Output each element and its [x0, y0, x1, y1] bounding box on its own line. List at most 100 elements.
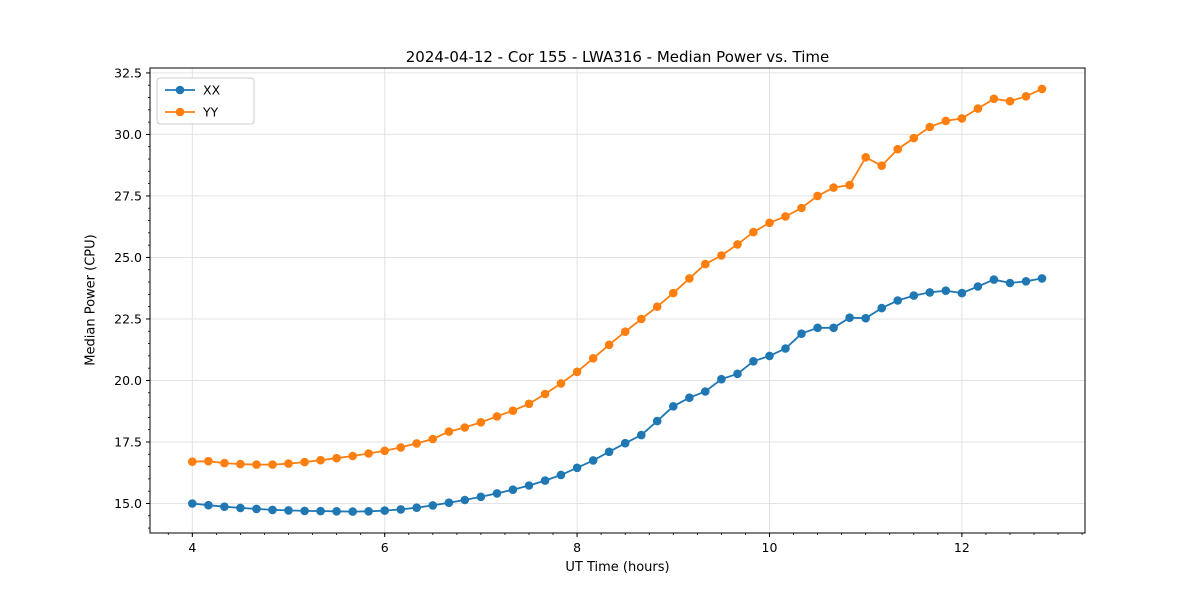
data-point-marker — [749, 227, 758, 237]
data-point-marker — [188, 499, 197, 508]
data-point-marker — [989, 275, 999, 284]
legend-sample-marker — [175, 107, 185, 117]
data-point-marker — [765, 351, 774, 361]
data-point-marker — [540, 476, 550, 485]
x-tick-label: 12 — [954, 540, 970, 555]
data-point-marker — [588, 354, 598, 363]
legend-item-XX: XX — [165, 83, 221, 98]
data-point-marker — [765, 218, 774, 228]
data-point-marker — [1005, 96, 1015, 106]
data-point-marker — [685, 393, 694, 403]
data-point-marker — [781, 212, 790, 221]
data-point-marker — [588, 456, 598, 465]
gridlines — [150, 68, 1085, 533]
data-point-marker — [476, 492, 486, 502]
data-point-marker — [893, 296, 902, 305]
data-point-marker — [268, 460, 277, 469]
data-point-marker — [220, 458, 229, 468]
data-point-marker — [669, 288, 678, 298]
data-point-marker — [492, 412, 502, 421]
data-point-marker — [620, 327, 630, 337]
data-point-marker — [284, 506, 293, 515]
data-point-marker — [508, 406, 518, 416]
data-point-marker — [717, 374, 726, 384]
data-point-marker — [989, 94, 999, 104]
data-point-marker — [348, 507, 358, 516]
legend-label-YY: YY — [202, 105, 219, 120]
data-point-marker — [637, 430, 646, 440]
data-point-marker — [797, 203, 806, 213]
data-point-marker — [957, 288, 967, 298]
data-point-marker — [1037, 84, 1047, 94]
data-point-marker — [412, 439, 422, 448]
data-point-marker — [652, 302, 662, 312]
data-point-marker — [316, 506, 325, 516]
data-point-marker — [428, 434, 438, 444]
data-point-marker — [508, 485, 518, 495]
axis-ticks: 4 6 8 10 12 15.0 17.5 20.0 22.5 25.0 27.5 30.0 32.5 — [114, 65, 1083, 555]
data-point-marker — [396, 505, 406, 514]
data-point-marker — [460, 423, 470, 432]
data-point-marker — [348, 451, 358, 461]
data-point-marker — [428, 501, 438, 510]
x-axis-label: UT Time (hours) — [565, 560, 670, 575]
y-tick-label: 20.0 — [114, 373, 142, 388]
data-point-marker — [268, 505, 277, 515]
data-point-marker — [781, 344, 790, 353]
data-point-marker — [733, 240, 742, 249]
data-point-marker — [701, 387, 710, 396]
data-point-marker — [957, 114, 967, 123]
y-tick-label: 32.5 — [114, 65, 142, 80]
data-point-marker — [685, 274, 694, 283]
data-point-marker — [669, 402, 678, 411]
legend: XX YY — [156, 77, 255, 125]
data-point-marker — [300, 506, 309, 516]
data-point-marker — [941, 286, 951, 296]
legend-label-XX: XX — [203, 83, 221, 98]
data-point-marker — [717, 251, 726, 260]
data-point-marker — [412, 503, 422, 512]
legend-item-YY: YY — [165, 105, 219, 120]
chart-title: 2024-04-12 - Cor 155 - LWA316 - Median P… — [405, 48, 830, 66]
data-point-marker — [252, 460, 261, 469]
data-point-marker — [204, 500, 213, 510]
y-tick-label: 30.0 — [114, 127, 142, 142]
data-point-marker — [909, 133, 919, 143]
data-point-marker — [444, 427, 454, 436]
data-point-marker — [813, 323, 822, 333]
data-point-marker — [652, 416, 662, 426]
data-point-marker — [572, 367, 582, 377]
data-point-marker — [236, 459, 245, 469]
data-point-marker — [236, 503, 245, 513]
data-point-marker — [332, 507, 341, 516]
data-point-marker — [204, 456, 213, 466]
data-point-marker — [300, 457, 309, 467]
data-point-marker — [284, 459, 293, 468]
data-point-marker — [1021, 277, 1031, 286]
x-tick-label: 8 — [573, 540, 581, 555]
data-point-marker — [572, 463, 582, 473]
y-tick-label: 27.5 — [114, 188, 142, 203]
data-point-marker — [460, 495, 470, 505]
x-tick-label: 4 — [188, 540, 196, 555]
data-point-marker — [556, 379, 566, 388]
data-point-marker — [620, 438, 630, 448]
data-point-marker — [925, 288, 935, 297]
data-point-marker — [701, 259, 710, 269]
data-point-marker — [877, 303, 886, 313]
data-point-marker — [524, 481, 534, 490]
data-point-marker — [492, 489, 502, 498]
data-point-marker — [540, 389, 550, 399]
data-point-marker — [316, 455, 325, 465]
y-tick-label: 25.0 — [114, 250, 142, 265]
series-line-XX — [192, 277, 1043, 513]
data-point-marker — [877, 161, 886, 170]
data-point-marker — [797, 329, 806, 339]
series-line-YY — [192, 88, 1043, 466]
y-tick-label: 17.5 — [114, 434, 142, 449]
data-point-marker — [556, 470, 566, 480]
data-point-marker — [1005, 278, 1015, 288]
data-point-marker — [188, 457, 197, 467]
